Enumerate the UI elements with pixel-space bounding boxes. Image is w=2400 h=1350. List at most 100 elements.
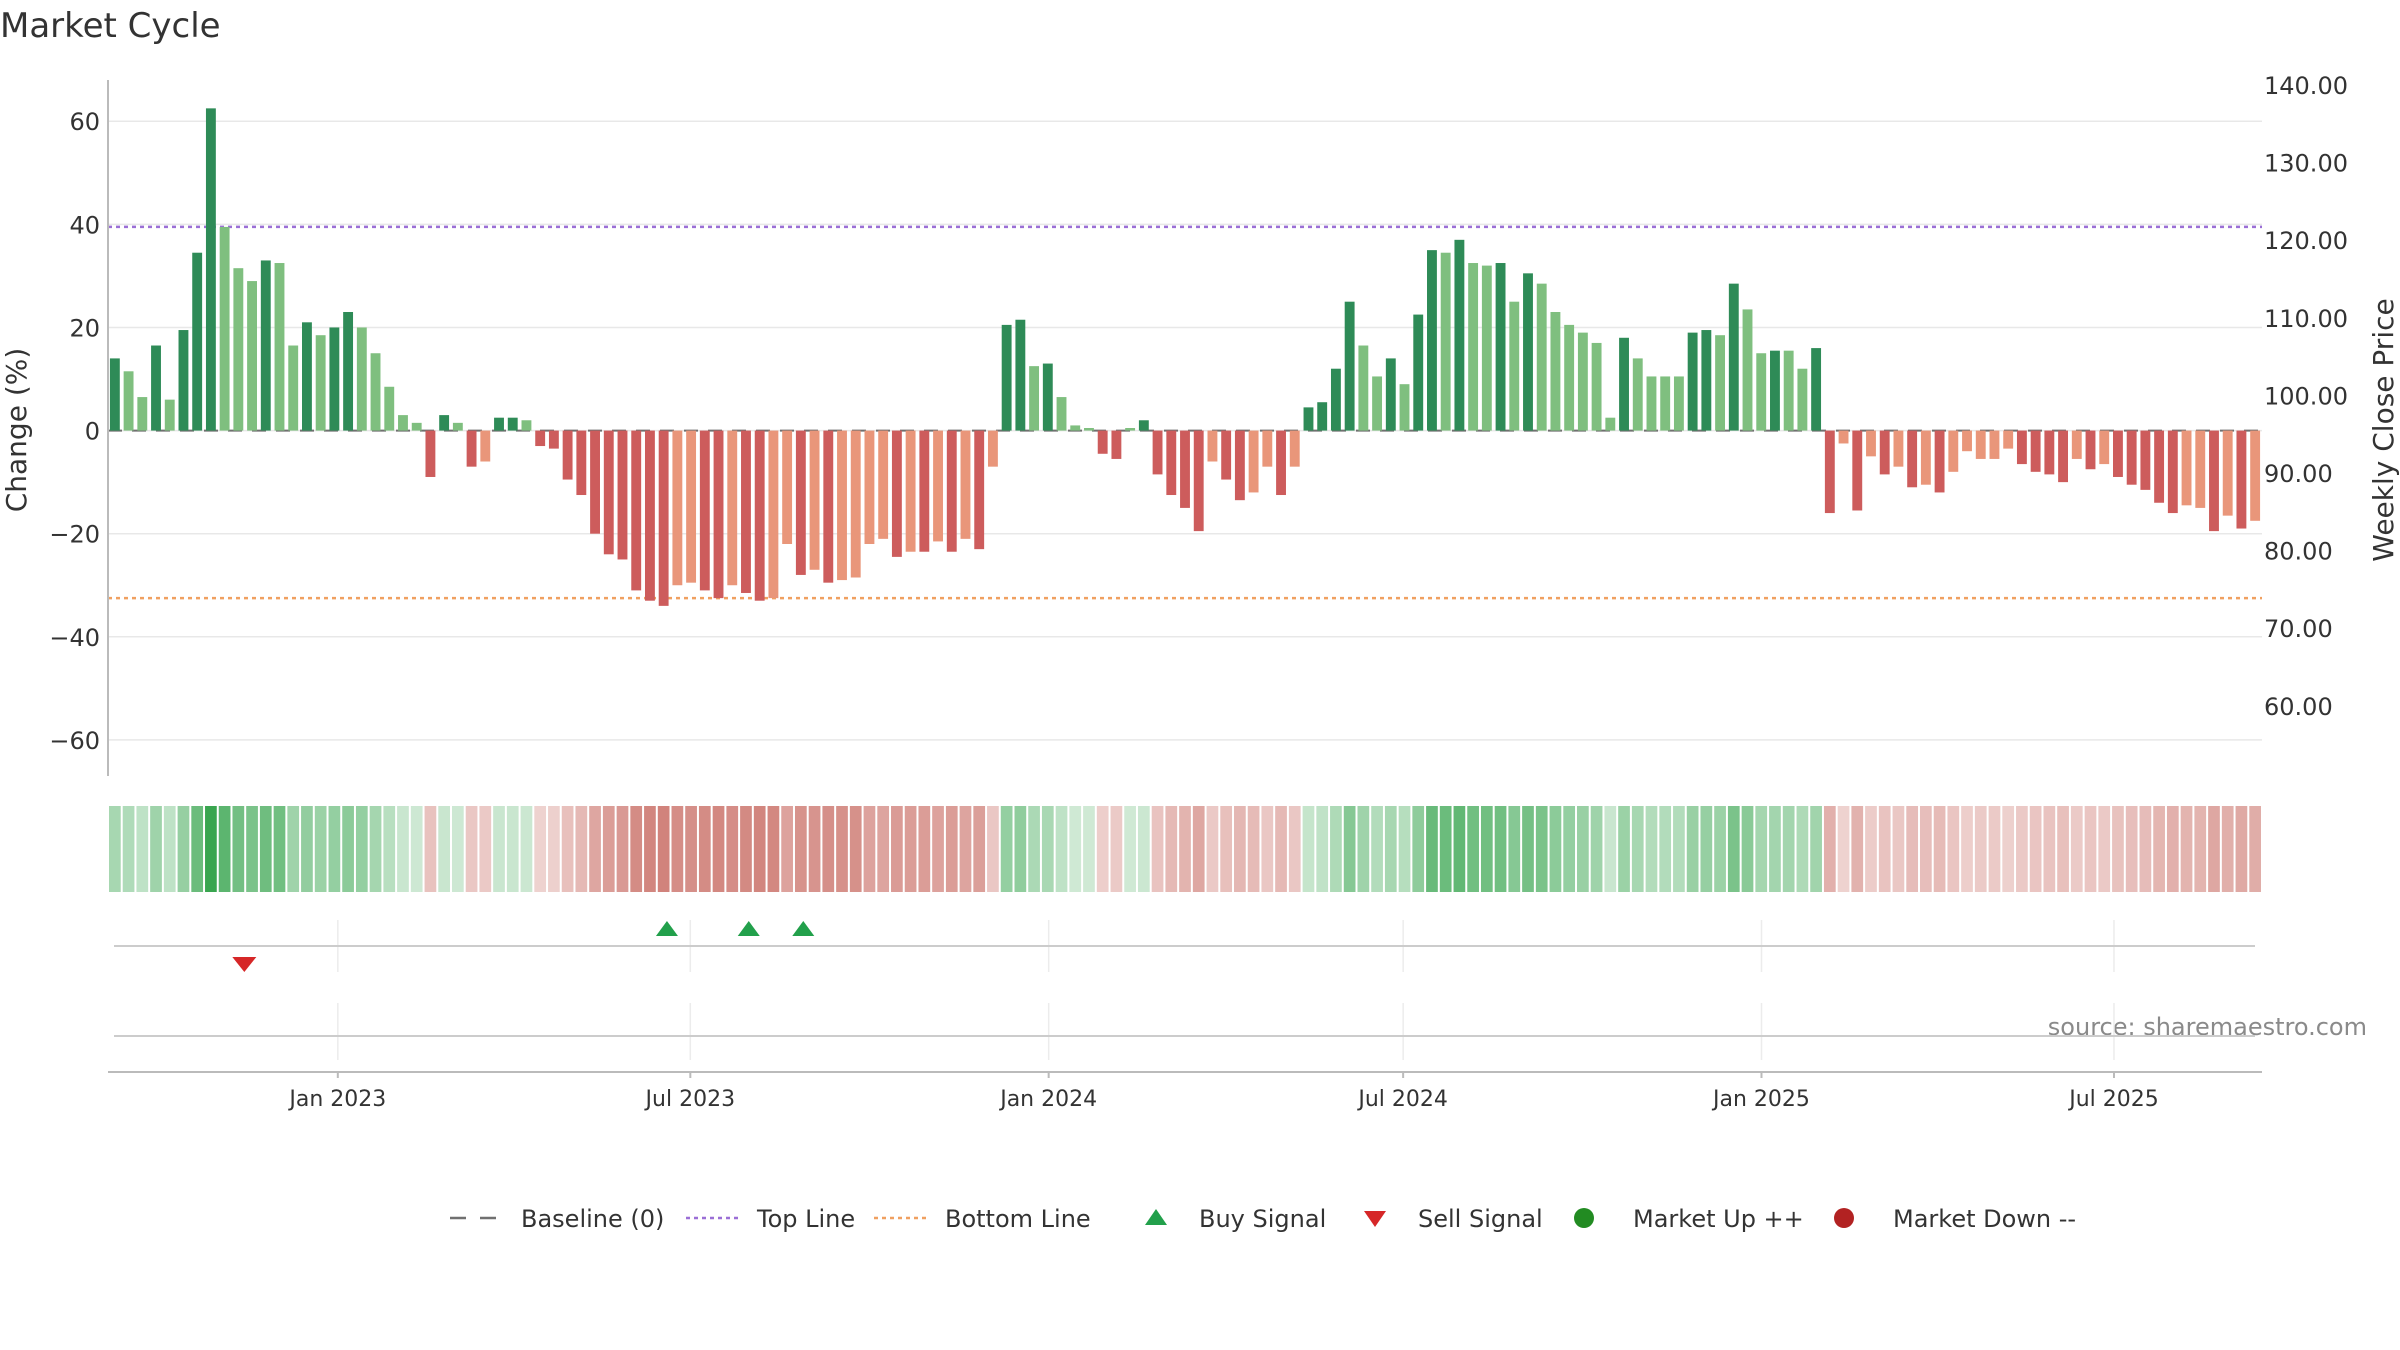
heat-strip-cell bbox=[1549, 806, 1562, 892]
change-bar bbox=[2071, 430, 2082, 459]
heat-strip-cell bbox=[1275, 806, 1287, 892]
change-bar bbox=[1632, 358, 1643, 431]
heat-strip-cell bbox=[1494, 806, 1507, 892]
change-bar bbox=[658, 430, 669, 606]
x-tick-label: Jul 2023 bbox=[644, 1087, 736, 1112]
heat-strip-cell bbox=[561, 806, 574, 892]
change-bar bbox=[2058, 430, 2069, 483]
change-bar bbox=[1399, 384, 1410, 431]
heat-strip-cell bbox=[822, 806, 835, 892]
right-tick-label: 100.00 bbox=[2264, 382, 2348, 410]
change-bar bbox=[260, 260, 271, 431]
change-bar bbox=[1207, 430, 1218, 462]
change-bar bbox=[1001, 324, 1012, 431]
change-bar bbox=[1715, 335, 1726, 431]
heat-strip-cell bbox=[863, 806, 876, 892]
change-bar bbox=[2195, 430, 2206, 508]
legend-item: Sell Signal bbox=[1364, 1205, 1543, 1233]
heat-strip-cell bbox=[657, 806, 670, 892]
change-bar bbox=[1920, 430, 1931, 485]
heat-strip-cell bbox=[397, 806, 409, 892]
legend-label: Market Up ++ bbox=[1633, 1205, 1804, 1233]
heat-strip-cell bbox=[575, 806, 588, 892]
heat-strip-cell bbox=[1247, 806, 1260, 892]
x-tick-label: Jan 2024 bbox=[998, 1087, 1097, 1112]
heat-strip-cell bbox=[2043, 806, 2056, 892]
change-bar bbox=[1193, 430, 1204, 532]
heat-strip-cell bbox=[1563, 806, 1576, 892]
heat-strip-cell bbox=[1124, 806, 1136, 892]
heat-strip-cell bbox=[342, 806, 354, 892]
right-tick-label: 80.00 bbox=[2264, 538, 2333, 566]
heat-strip-cell bbox=[191, 806, 204, 892]
heat-strip-cell bbox=[1645, 806, 1658, 892]
heat-strip-cell bbox=[136, 806, 149, 892]
change-bar bbox=[1619, 337, 1629, 431]
change-bar bbox=[1673, 376, 1684, 431]
heat-strip-cell bbox=[506, 806, 519, 892]
heat-strip-cell bbox=[218, 806, 231, 892]
change-bar bbox=[1262, 430, 1273, 467]
change-bar bbox=[2236, 430, 2247, 529]
change-bar bbox=[192, 252, 203, 431]
heat-strip-cell bbox=[2125, 806, 2138, 892]
change-bar bbox=[1907, 430, 1918, 488]
heat-strip-cell bbox=[630, 806, 643, 892]
change-bar bbox=[1166, 430, 1177, 496]
heat-strip-cell bbox=[644, 806, 656, 892]
change-bar bbox=[1152, 430, 1163, 475]
legend-item: Buy Signal bbox=[1145, 1205, 1326, 1233]
heat-strip-cell bbox=[1618, 806, 1630, 892]
heat-strip-cell bbox=[355, 806, 368, 892]
legend-swatch bbox=[1364, 1211, 1386, 1227]
change-bar bbox=[370, 353, 381, 431]
heat-strip-cell bbox=[1659, 806, 1672, 892]
heat-strip-cell bbox=[150, 806, 162, 892]
heat-strip-cell bbox=[2208, 806, 2220, 892]
right-tick-label: 60.00 bbox=[2264, 693, 2333, 721]
right-axis-label: Weekly Close Price bbox=[2367, 298, 2400, 561]
heat-strip-cell bbox=[1384, 806, 1397, 892]
heat-strip-cell bbox=[1796, 806, 1809, 892]
change-bar bbox=[823, 430, 834, 583]
heat-strip-cell bbox=[753, 806, 766, 892]
change-bar bbox=[329, 327, 340, 431]
heat-strip-cell bbox=[1357, 806, 1370, 892]
heat-strip-cell bbox=[493, 806, 505, 892]
heat-strip-cell bbox=[1878, 806, 1891, 892]
heat-strip-cell bbox=[2098, 806, 2111, 892]
heat-strip-cell bbox=[1439, 806, 1452, 892]
change-bar bbox=[1605, 417, 1616, 431]
left-axis-label: Change (%) bbox=[0, 348, 33, 513]
heat-strip-cell bbox=[1837, 806, 1850, 892]
change-bar bbox=[164, 399, 175, 431]
change-bar bbox=[878, 430, 889, 539]
heat-strip-cell bbox=[1508, 806, 1521, 892]
heat-strip-cell bbox=[2070, 806, 2083, 892]
heat-strip-cell bbox=[287, 806, 300, 892]
heat-strip-cell bbox=[808, 806, 821, 892]
heat-strip-cell bbox=[973, 806, 986, 892]
heat-strip-cell bbox=[1055, 806, 1068, 892]
change-bar bbox=[1824, 430, 1835, 514]
change-bar bbox=[987, 430, 998, 467]
change-bar bbox=[274, 263, 285, 431]
heat-strip-cell bbox=[479, 806, 492, 892]
change-bar bbox=[1248, 430, 1259, 493]
heat-strip-cell bbox=[1741, 806, 1754, 892]
change-bar bbox=[1440, 252, 1451, 431]
change-bar bbox=[411, 422, 422, 431]
heat-strip-cell bbox=[794, 806, 807, 892]
heat-strip-cell bbox=[685, 806, 697, 892]
heat-strip-cell bbox=[122, 806, 135, 892]
change-bar bbox=[548, 430, 559, 449]
change-bar bbox=[672, 430, 683, 586]
heat-strip-cell bbox=[836, 806, 848, 892]
change-bar bbox=[178, 330, 189, 431]
heat-strip-cell bbox=[767, 806, 780, 892]
heat-strip-cell bbox=[259, 806, 272, 892]
change-bar bbox=[1111, 430, 1122, 459]
change-bar bbox=[727, 430, 738, 586]
heat-strip-cell bbox=[451, 806, 464, 892]
